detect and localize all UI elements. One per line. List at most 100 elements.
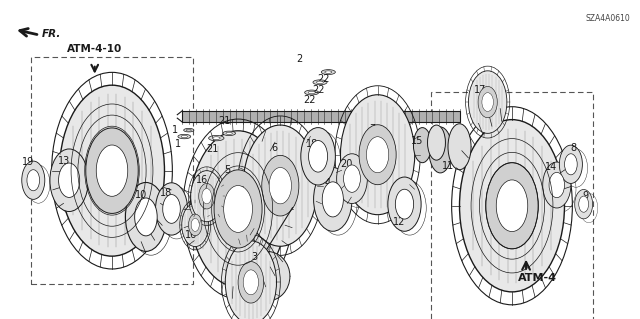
Ellipse shape bbox=[564, 154, 577, 175]
Ellipse shape bbox=[478, 86, 497, 118]
Ellipse shape bbox=[543, 162, 571, 208]
Text: 1: 1 bbox=[175, 139, 181, 149]
Ellipse shape bbox=[86, 128, 138, 213]
Ellipse shape bbox=[188, 214, 202, 236]
Ellipse shape bbox=[191, 171, 223, 222]
Text: 15: 15 bbox=[411, 136, 424, 146]
Text: 10: 10 bbox=[134, 190, 147, 200]
Text: 9: 9 bbox=[582, 191, 589, 201]
Text: 5: 5 bbox=[224, 165, 230, 175]
Text: ATM-4-10: ATM-4-10 bbox=[67, 44, 122, 55]
Ellipse shape bbox=[308, 91, 315, 94]
Ellipse shape bbox=[388, 177, 421, 231]
Ellipse shape bbox=[413, 128, 431, 163]
Ellipse shape bbox=[428, 125, 445, 160]
Ellipse shape bbox=[243, 270, 259, 295]
Text: 21: 21 bbox=[218, 116, 230, 126]
Ellipse shape bbox=[178, 134, 191, 139]
Polygon shape bbox=[182, 111, 460, 122]
Text: 1: 1 bbox=[172, 125, 178, 135]
Ellipse shape bbox=[448, 124, 471, 170]
Text: 21: 21 bbox=[206, 144, 219, 154]
Ellipse shape bbox=[163, 195, 180, 223]
Text: 16: 16 bbox=[195, 175, 208, 185]
Ellipse shape bbox=[496, 180, 528, 232]
Ellipse shape bbox=[321, 70, 335, 75]
Text: 19: 19 bbox=[22, 157, 35, 167]
Text: 14: 14 bbox=[545, 161, 557, 172]
Ellipse shape bbox=[181, 136, 188, 138]
Ellipse shape bbox=[317, 81, 323, 84]
Text: 6: 6 bbox=[271, 143, 278, 153]
Ellipse shape bbox=[340, 95, 415, 215]
Ellipse shape bbox=[191, 219, 199, 231]
Ellipse shape bbox=[156, 183, 188, 235]
Ellipse shape bbox=[262, 155, 299, 216]
Ellipse shape bbox=[224, 186, 252, 232]
Ellipse shape bbox=[429, 127, 452, 173]
Ellipse shape bbox=[486, 163, 538, 249]
Text: 20: 20 bbox=[340, 159, 353, 169]
Ellipse shape bbox=[50, 149, 88, 211]
Text: 17: 17 bbox=[474, 85, 487, 95]
Text: 8: 8 bbox=[570, 143, 577, 153]
Ellipse shape bbox=[228, 245, 274, 295]
Ellipse shape bbox=[27, 170, 40, 191]
Ellipse shape bbox=[325, 71, 332, 73]
Ellipse shape bbox=[314, 167, 352, 231]
Ellipse shape bbox=[559, 145, 582, 183]
Text: 22: 22 bbox=[303, 95, 316, 105]
Ellipse shape bbox=[182, 203, 209, 247]
Ellipse shape bbox=[198, 183, 215, 209]
Ellipse shape bbox=[359, 125, 396, 185]
Text: 22: 22 bbox=[312, 85, 324, 95]
Ellipse shape bbox=[482, 93, 493, 111]
Ellipse shape bbox=[184, 128, 194, 132]
Ellipse shape bbox=[244, 251, 290, 301]
Text: 18: 18 bbox=[160, 188, 173, 198]
Ellipse shape bbox=[60, 85, 164, 256]
Text: 18: 18 bbox=[306, 138, 319, 149]
Ellipse shape bbox=[323, 182, 344, 217]
Ellipse shape bbox=[396, 189, 413, 219]
Ellipse shape bbox=[243, 125, 317, 246]
Text: 22: 22 bbox=[317, 74, 330, 84]
Ellipse shape bbox=[269, 167, 291, 204]
Ellipse shape bbox=[202, 189, 211, 204]
Text: 13: 13 bbox=[58, 156, 70, 166]
Text: 7: 7 bbox=[369, 124, 376, 134]
Ellipse shape bbox=[549, 172, 564, 198]
Text: 3: 3 bbox=[251, 252, 257, 262]
Ellipse shape bbox=[186, 129, 191, 131]
Text: 11: 11 bbox=[442, 161, 454, 171]
Ellipse shape bbox=[337, 154, 367, 204]
Ellipse shape bbox=[308, 140, 328, 172]
Ellipse shape bbox=[22, 161, 45, 199]
Ellipse shape bbox=[238, 262, 264, 303]
Ellipse shape bbox=[305, 90, 319, 95]
Ellipse shape bbox=[468, 71, 507, 133]
Ellipse shape bbox=[223, 131, 236, 136]
Text: 2: 2 bbox=[296, 54, 303, 64]
Text: SZA4A0610: SZA4A0610 bbox=[586, 14, 630, 23]
Ellipse shape bbox=[460, 120, 564, 292]
Text: 4: 4 bbox=[324, 178, 331, 189]
Ellipse shape bbox=[214, 170, 262, 248]
Ellipse shape bbox=[134, 198, 157, 236]
Ellipse shape bbox=[96, 145, 128, 196]
Text: 12: 12 bbox=[393, 217, 406, 227]
Ellipse shape bbox=[212, 137, 220, 139]
Ellipse shape bbox=[344, 165, 360, 192]
Ellipse shape bbox=[125, 182, 166, 251]
Ellipse shape bbox=[367, 137, 388, 173]
Text: FR.: FR. bbox=[42, 29, 61, 39]
Ellipse shape bbox=[225, 241, 276, 319]
Ellipse shape bbox=[209, 136, 224, 141]
Ellipse shape bbox=[190, 131, 286, 287]
Ellipse shape bbox=[313, 80, 327, 85]
Text: ATM-4: ATM-4 bbox=[518, 272, 557, 283]
Ellipse shape bbox=[575, 189, 593, 219]
Text: 16: 16 bbox=[184, 230, 197, 241]
Ellipse shape bbox=[226, 132, 232, 135]
Ellipse shape bbox=[301, 128, 335, 185]
